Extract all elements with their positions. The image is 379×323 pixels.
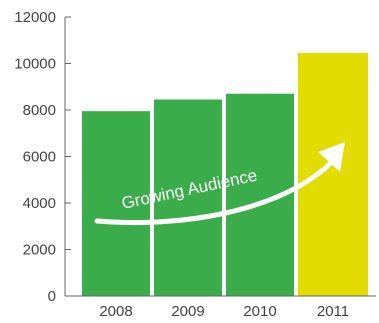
growth-arrow-head: [318, 142, 345, 172]
bar-2011: [298, 53, 368, 296]
growth-arrow-line: [94, 159, 335, 225]
x-tick-label-2011: 2011: [317, 303, 349, 320]
y-tick-label-10000: 10000: [14, 56, 56, 73]
y-tick-label-2000: 2000: [23, 242, 56, 259]
y-tick-label-6000: 6000: [23, 149, 56, 166]
x-tick-label-2010: 2010: [243, 303, 276, 320]
x-tick-label-2009: 2009: [171, 303, 204, 320]
bar-2009: [154, 99, 222, 296]
y-tick-label-4000: 4000: [23, 195, 56, 212]
y-tick-label-12000: 12000: [14, 9, 56, 26]
y-tick-label-0: 0: [48, 288, 56, 305]
bar-2008: [82, 111, 150, 296]
x-tick-label-2008: 2008: [99, 303, 132, 320]
axis-layer: 2008 2009 2010 2011 0 2000 4000 6000 8000 10000 12…: [14, 9, 376, 320]
y-tick-label-8000: 8000: [23, 102, 56, 119]
